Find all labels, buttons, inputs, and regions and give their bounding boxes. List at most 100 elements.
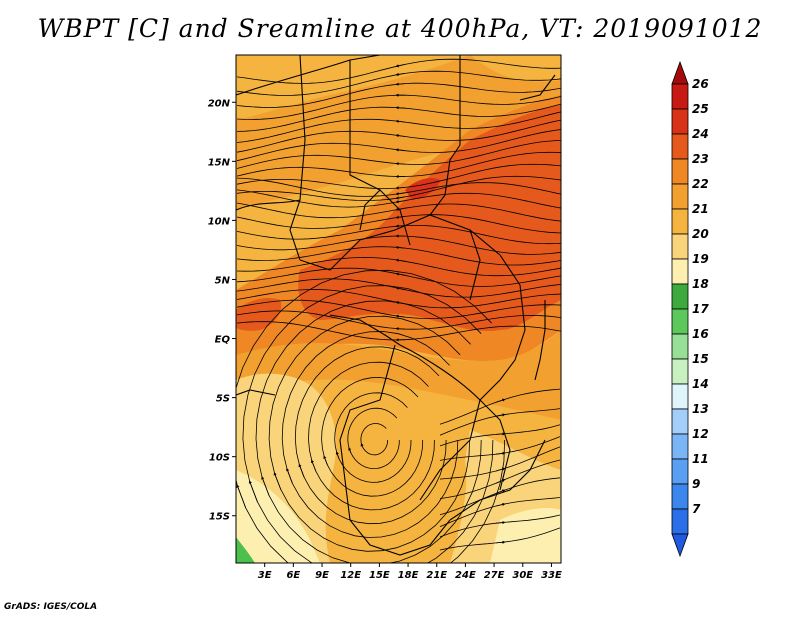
map-frame bbox=[235, 54, 562, 564]
streamline-arrow bbox=[495, 502, 506, 507]
streamline-arrow bbox=[395, 200, 406, 204]
streamline-arrow bbox=[273, 472, 282, 490]
lat-tick-label: 10S bbox=[209, 453, 230, 464]
colorbar-box bbox=[671, 283, 689, 310]
colorbar-box bbox=[671, 458, 689, 485]
colorbar-box bbox=[671, 483, 689, 510]
lon-tick-label: 12E bbox=[340, 570, 361, 581]
streamline-arrow bbox=[495, 467, 506, 472]
streamline-arrow bbox=[395, 272, 406, 276]
streamline-arrow bbox=[395, 192, 406, 196]
colorbar-label: 21 bbox=[692, 202, 709, 216]
footer-credit: GrADS: IGES/COLA bbox=[4, 602, 98, 612]
streamlines bbox=[236, 58, 561, 563]
colorbar-box bbox=[671, 358, 689, 385]
colorbar-label: 15 bbox=[692, 352, 709, 366]
lon-tick-label: 18E bbox=[398, 570, 419, 581]
country-boundaries bbox=[236, 55, 556, 556]
streamline-arrow bbox=[395, 207, 406, 211]
lon-tick-label: 27E bbox=[484, 570, 505, 581]
streamline-arrow bbox=[261, 476, 270, 496]
colorbar-label: 17 bbox=[692, 302, 709, 316]
colorbar-label: 13 bbox=[692, 402, 709, 416]
colorbar-label: 11 bbox=[692, 452, 709, 466]
streamline-arrow bbox=[495, 489, 506, 494]
colorbar-box bbox=[671, 333, 689, 360]
streamline-arrow bbox=[395, 215, 406, 219]
streamline-arrow bbox=[248, 480, 258, 502]
streamline-arrow bbox=[236, 484, 247, 509]
streamline-arrow bbox=[395, 196, 406, 200]
streamline-arrow bbox=[495, 413, 506, 417]
streamline-arrow bbox=[495, 540, 506, 544]
chart-title: WBPT [C] and Sreamline at 400hPa, VT: 20… bbox=[37, 14, 763, 43]
streamline-arrow bbox=[360, 443, 364, 447]
wbpt-field bbox=[236, 55, 561, 563]
streamline-arrow bbox=[495, 398, 506, 403]
colorbar-box bbox=[671, 183, 689, 210]
colorbar-box bbox=[671, 308, 689, 335]
streamline-arrow bbox=[495, 451, 506, 455]
lat-tick-label: EQ bbox=[215, 335, 231, 346]
colorbar-box bbox=[671, 508, 689, 535]
lon-tick-label: 9E bbox=[315, 570, 329, 581]
lat-tick-label: 15S bbox=[209, 512, 230, 523]
longitude-axis: 3E 6E 9E 12E 15E 18E 21E 24E 27E 30E 33E bbox=[258, 563, 562, 581]
lon-tick-label: 33E bbox=[541, 570, 562, 581]
lon-tick-label: 21E bbox=[426, 570, 447, 581]
streamline-arrow bbox=[335, 451, 340, 460]
colorbar-box bbox=[671, 233, 689, 260]
colorbar-box bbox=[671, 133, 689, 160]
colorbar-box bbox=[671, 433, 689, 460]
streamline-arrow bbox=[348, 447, 352, 453]
streamline-arrow bbox=[395, 134, 406, 138]
colorbar-box bbox=[671, 108, 689, 135]
colorbar-label: 25 bbox=[692, 102, 709, 116]
colorbar-label: 23 bbox=[692, 152, 709, 166]
streamline-arrow bbox=[495, 520, 506, 525]
streamline-arrow bbox=[395, 245, 406, 250]
lon-tick-label: 30E bbox=[512, 570, 533, 581]
streamline-arrow bbox=[286, 467, 293, 484]
colorbar-label: 20 bbox=[692, 227, 709, 241]
lat-tick-label: 5S bbox=[216, 394, 230, 405]
lat-tick-label: 20N bbox=[208, 98, 231, 109]
lon-tick-label: 15E bbox=[369, 570, 390, 581]
lat-tick-label: 5N bbox=[215, 275, 231, 286]
colorbar-label: 19 bbox=[692, 252, 709, 266]
streamline-arrow bbox=[395, 82, 406, 86]
colorbar-label: 14 bbox=[692, 377, 709, 391]
streamline-arrow bbox=[395, 106, 406, 110]
streamline-arrow bbox=[298, 463, 305, 478]
colorbar-box bbox=[671, 258, 689, 285]
streamline-arrow bbox=[310, 459, 317, 472]
colorbar-label: 18 bbox=[692, 277, 709, 291]
lat-tick-label: 10N bbox=[208, 216, 231, 227]
lon-tick-label: 6E bbox=[286, 570, 300, 581]
streamline-arrow bbox=[395, 186, 406, 190]
colorbar-label: 7 bbox=[692, 502, 701, 516]
colorbar-box bbox=[671, 158, 689, 185]
colorbar-box bbox=[671, 383, 689, 410]
latitude-axis: 20N 15N 10N 5N EQ 5S 10S 15S bbox=[208, 98, 236, 523]
colorbar-label: 12 bbox=[692, 427, 709, 441]
colorbar-top-triangle bbox=[671, 60, 689, 85]
streamline-arrow bbox=[395, 72, 406, 77]
streamline-arrow bbox=[495, 432, 506, 436]
streamline-arrow bbox=[395, 119, 406, 123]
lon-tick-label: 3E bbox=[258, 570, 272, 581]
colorbar-bottom-triangle bbox=[671, 533, 689, 558]
lon-tick-label: 24E bbox=[455, 570, 476, 581]
colorbar: 26 25 24 23 22 21 20 19 18 17 16 15 14 13 12 11 9 7 bbox=[671, 60, 709, 558]
streamline-arrow bbox=[395, 148, 406, 152]
streamline-arrow bbox=[395, 258, 406, 262]
streamline-arrow bbox=[395, 314, 406, 318]
colorbar-label: 24 bbox=[692, 127, 709, 141]
lat-tick-label: 15N bbox=[208, 157, 231, 168]
streamline-arrow bbox=[395, 162, 406, 166]
colorbar-label: 16 bbox=[692, 327, 709, 341]
colorbar-box bbox=[671, 408, 689, 435]
colorbar-box bbox=[671, 83, 689, 110]
colorbar-box bbox=[671, 208, 689, 235]
